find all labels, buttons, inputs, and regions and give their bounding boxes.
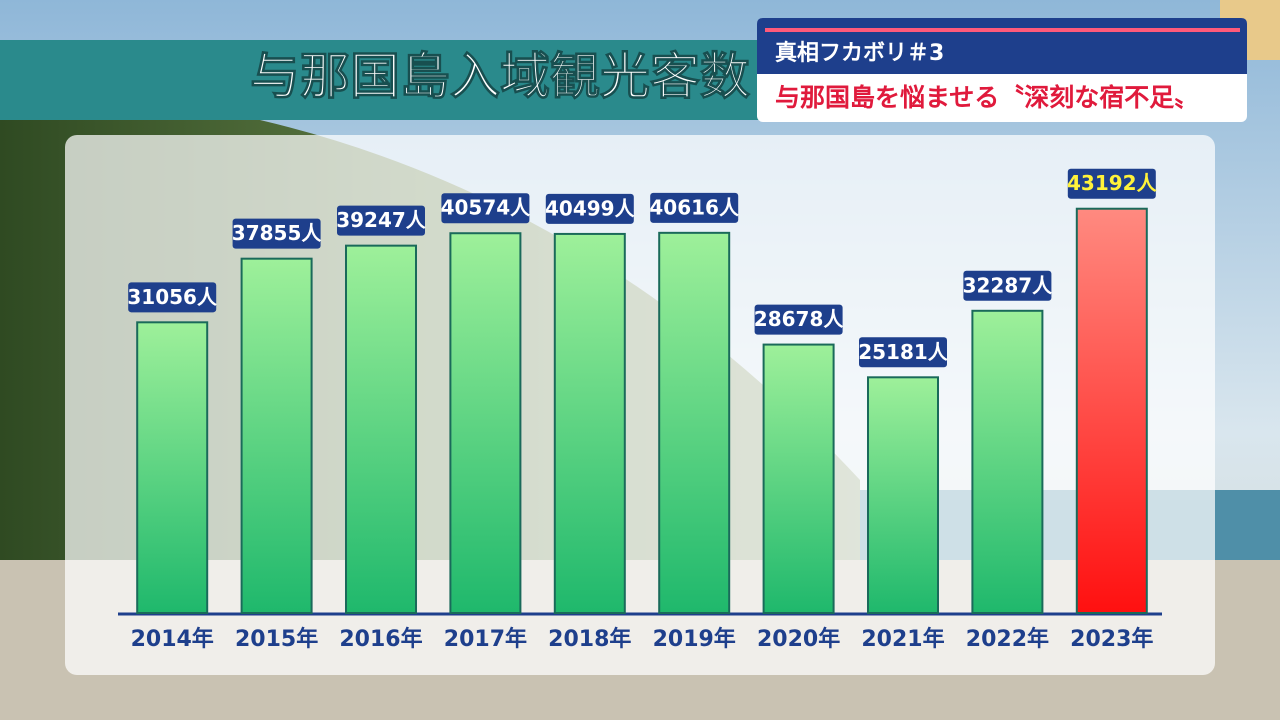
value-label-box	[545, 193, 634, 224]
value-label-box	[1067, 168, 1156, 199]
bar	[553, 232, 626, 615]
x-tick-label: 2018年	[548, 626, 631, 652]
x-tick-label: 2023年	[1070, 626, 1153, 652]
value-label-box	[232, 218, 321, 249]
value-label: 40574人	[441, 196, 532, 220]
value-label: 43192人	[1067, 171, 1158, 195]
value-label: 37855人	[232, 221, 323, 245]
value-label: 25181人	[858, 340, 949, 364]
bar	[240, 257, 313, 614]
banner-line	[765, 28, 1240, 32]
bar	[867, 376, 939, 614]
bar	[658, 231, 731, 615]
x-tick-label: 2017年	[444, 626, 527, 652]
value-label: 40616人	[649, 195, 740, 219]
value-label: 40499人	[545, 196, 636, 220]
value-label: 32287人	[963, 273, 1054, 297]
x-tick-label: 2014年	[131, 626, 214, 652]
value-label-box	[128, 282, 217, 313]
value-label-box	[963, 270, 1052, 301]
value-label: 39247人	[336, 208, 427, 232]
value-label-box	[337, 205, 425, 236]
bar	[762, 343, 835, 614]
value-label-box	[650, 192, 739, 223]
bar	[971, 309, 1044, 614]
bar	[136, 321, 209, 614]
x-tick-label: 2022年	[966, 626, 1049, 652]
chart-title: 与那国島入域観光客数	[250, 48, 750, 106]
value-label: 28678人	[754, 307, 845, 331]
x-tick-label: 2016年	[339, 626, 422, 652]
x-tick-label: 2019年	[653, 626, 736, 652]
value-label: 31056人	[127, 285, 218, 309]
headline: 与那国島を悩ませる〝深刻な宿不足〟	[775, 83, 1199, 112]
value-label-box	[441, 193, 530, 224]
bar	[449, 232, 522, 614]
x-tick-label: 2021年	[861, 626, 944, 652]
x-tick-label: 2020年	[757, 626, 840, 652]
program-name: 真相フカボリ＃3	[775, 40, 944, 66]
bar	[1075, 207, 1148, 615]
bar	[345, 244, 417, 615]
x-tick-label: 2015年	[235, 626, 318, 652]
value-label-box	[859, 337, 947, 368]
title-band	[0, 40, 760, 120]
value-label-box	[754, 304, 843, 335]
